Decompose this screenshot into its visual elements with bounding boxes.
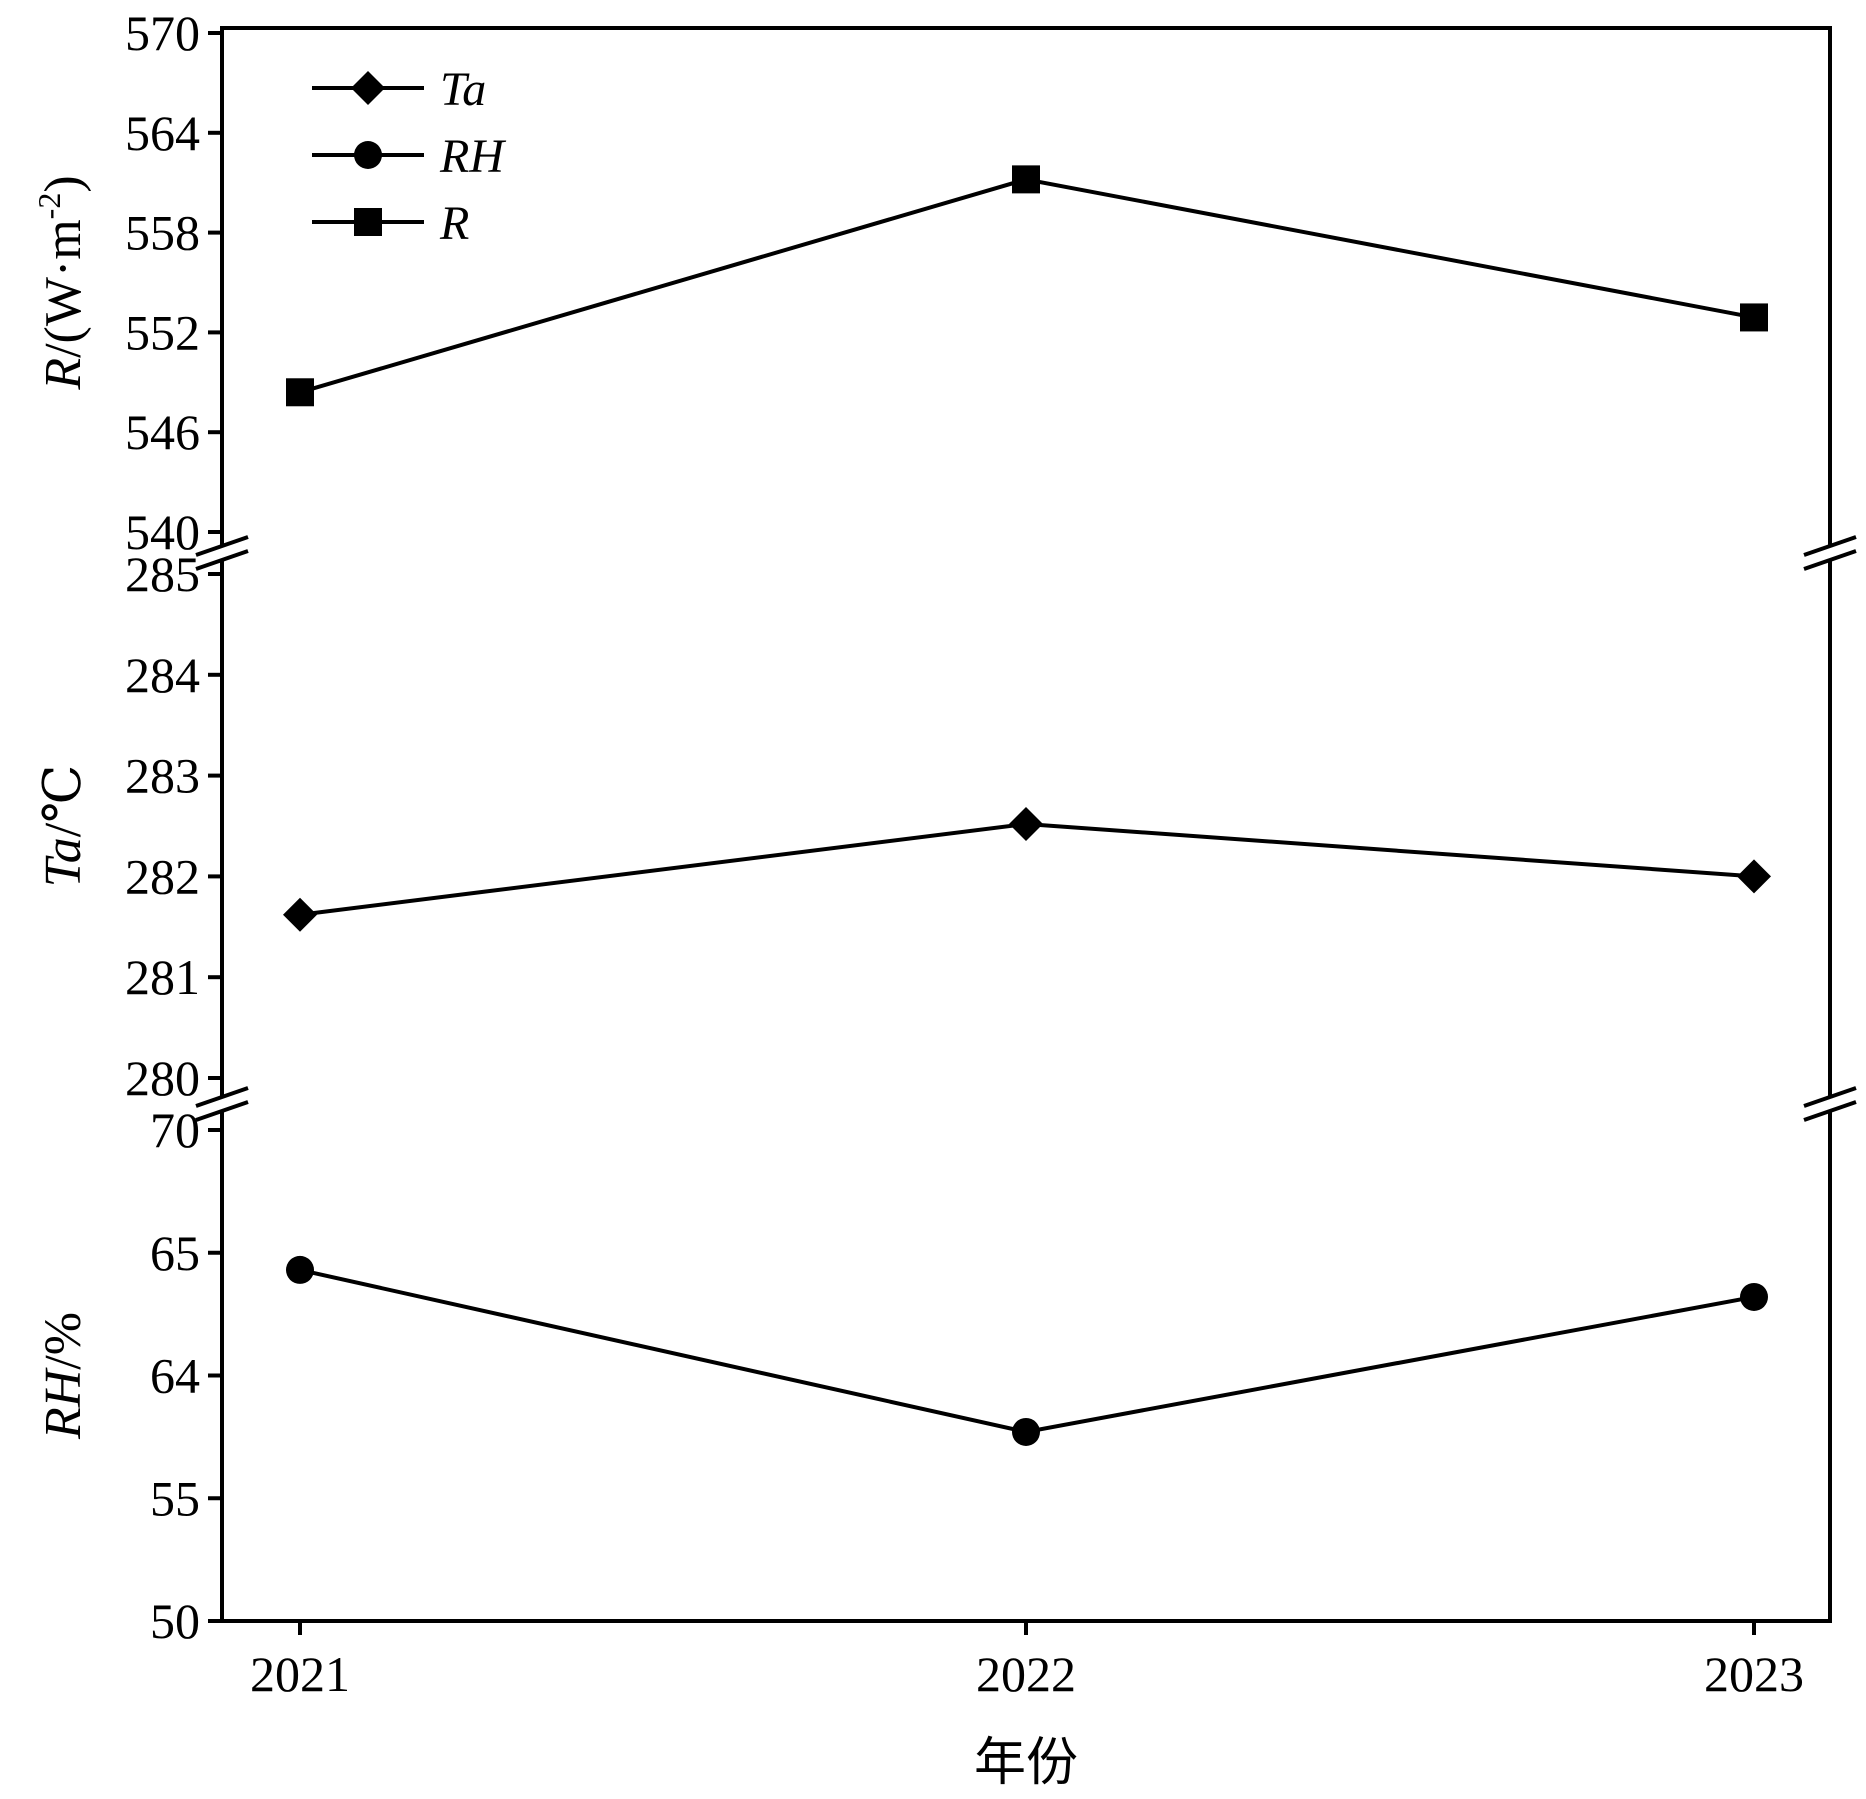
y-axis-title-R-sup: -2: [31, 193, 67, 220]
series-layer: [283, 165, 1771, 1446]
y-tick-label-R-570: 570: [125, 5, 200, 61]
y-axis-title-Ta-var: Ta: [35, 837, 92, 887]
y-tick-label-Ta-281: 281: [125, 949, 200, 1005]
data-point-R-2022: [1012, 165, 1040, 194]
break-slash-0-0-b: [195, 549, 249, 571]
break-slash-0-1-b: [1803, 549, 1857, 571]
data-point-Ta-2022: [1009, 806, 1043, 841]
data-point-Ta-2023: [1737, 859, 1771, 894]
legend: Ta RH R: [312, 63, 506, 250]
data-point-RH-2022: [1012, 1417, 1040, 1446]
break-slash-1-1-a: [1803, 1086, 1857, 1108]
break-slash-0-0-a: [195, 535, 249, 557]
y-tick-label-Ta-285: 285: [125, 546, 200, 602]
data-point-RH-2021: [286, 1255, 314, 1284]
y-ticks: 540 546 552 558 564 570 280 281 282 283 284 285 50 55…: [125, 5, 222, 1649]
series-line-R: [299, 177, 1755, 395]
y-axis-title-Ta-unit: /℃: [35, 765, 92, 838]
x-tick-label-2021: 2021: [250, 1646, 350, 1702]
y-axis-title-R: R/(W·m-2): [31, 175, 92, 390]
x-tick-label-2022: 2022: [976, 1646, 1076, 1702]
y-axis-title-RH: RH/%: [35, 1312, 92, 1440]
legend-marker-Ta: [351, 71, 385, 105]
series-line-RH: [299, 1267, 1755, 1435]
legend-label-Ta: Ta: [440, 63, 486, 116]
x-axis: 2021 2022 2023: [250, 1621, 1804, 1702]
y-tick-label-R-546: 546: [125, 404, 200, 460]
y-axis-title-R-var: R: [35, 358, 92, 391]
y-tick-label-RH-64: 64: [150, 1348, 200, 1404]
y-tick-label-RH-70: 70: [150, 1102, 200, 1158]
y-tick-label-R-552: 552: [125, 304, 200, 360]
y-tick-label-RH-55: 55: [150, 1470, 200, 1526]
y-tick-label-Ta-284: 284: [125, 647, 200, 703]
y-axis-title-R-close: ): [35, 175, 92, 192]
y-tick-label-RH-50: 50: [150, 1593, 200, 1649]
y-tick-label-R-540: 540: [125, 504, 200, 560]
break-slash-1-1-b: [1803, 1100, 1857, 1122]
legend-marker-RH: [354, 141, 382, 169]
data-point-RH-2023: [1740, 1282, 1768, 1311]
y-axis-titles: R/(W·m-2) Ta/℃ RH/%: [31, 175, 92, 1440]
x-tick-label-2023: 2023: [1704, 1646, 1804, 1702]
y-tick-label-R-558: 558: [125, 205, 200, 261]
legend-label-R: R: [439, 197, 469, 250]
y-tick-label-R-564: 564: [125, 105, 200, 161]
y-axis-title-RH-var: RH: [35, 1367, 92, 1440]
axis-breaks: [195, 535, 1857, 1122]
y-tick-label-Ta-280: 280: [125, 1050, 200, 1106]
y-axis-title-R-unit: /(W·m: [35, 219, 92, 358]
y-axis-title-RH-unit: /%: [35, 1312, 92, 1370]
data-point-Ta-2021: [283, 897, 317, 932]
break-slash-0-1-a: [1803, 535, 1857, 557]
data-point-R-2023: [1740, 303, 1768, 332]
x-axis-title: 年份: [974, 1735, 1078, 1792]
y-tick-label-Ta-283: 283: [125, 748, 200, 804]
break-slash-1-0-b: [195, 1100, 249, 1122]
data-point-R-2021: [286, 378, 314, 407]
legend-marker-R: [354, 208, 382, 236]
y-axis-title-Ta: Ta/℃: [35, 765, 92, 888]
y-tick-label-RH-65: 65: [150, 1225, 200, 1281]
y-tick-label-Ta-282: 282: [125, 848, 200, 904]
break-slash-1-0-a: [195, 1086, 249, 1108]
legend-label-RH: RH: [439, 130, 506, 183]
